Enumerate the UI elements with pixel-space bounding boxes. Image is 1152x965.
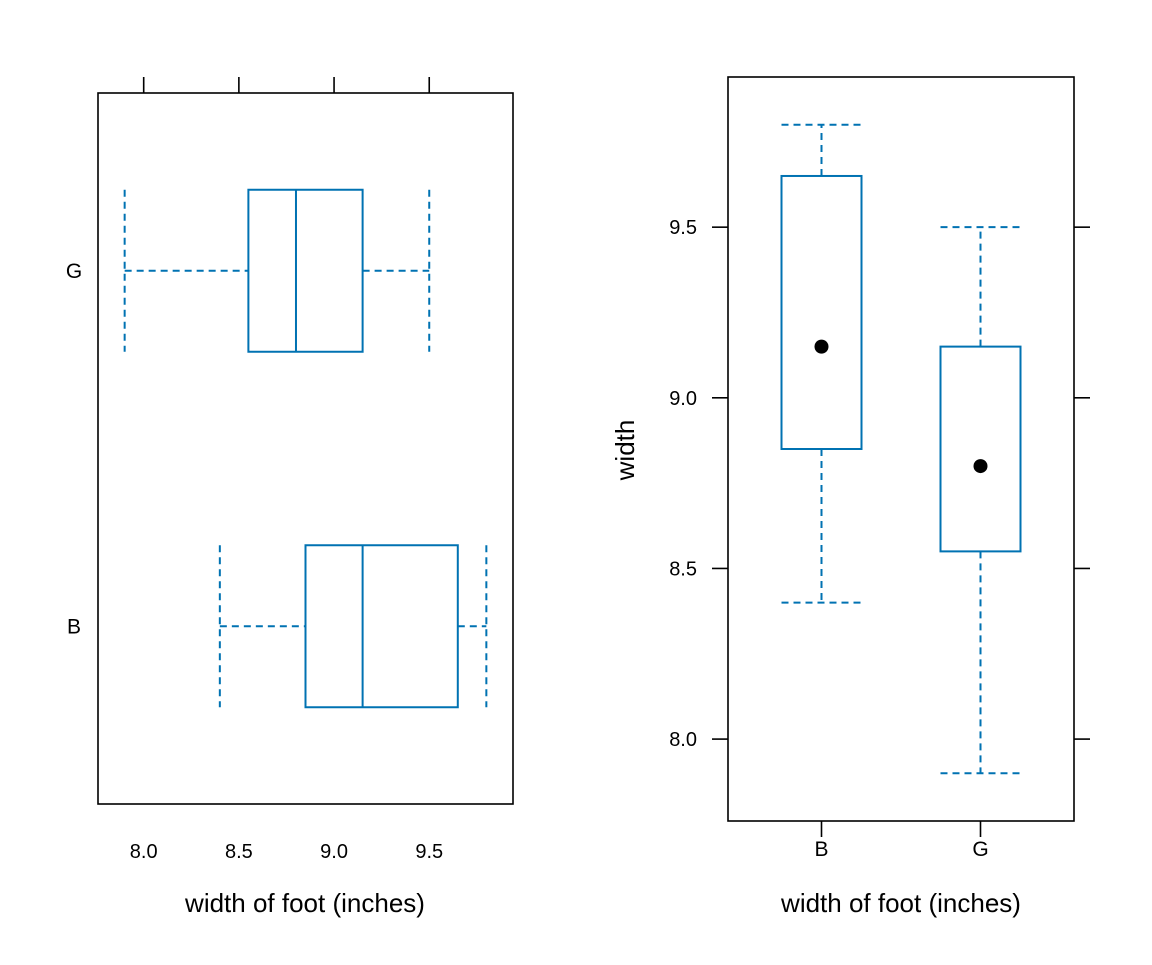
left-boxes: [125, 190, 487, 708]
right-plot-frame: [728, 77, 1074, 821]
right-category-label-G: G: [972, 838, 988, 861]
right-median-point-B: [815, 340, 829, 354]
left-category-label-G: G: [66, 260, 82, 283]
figure: 8.0 8.5 9.0 9.5 BG width of foot (inches) 8…: [0, 0, 1152, 960]
right-box-G: [941, 227, 1021, 773]
right-y-axis-ticks: 8.0 8.5 9.0 9.5: [669, 217, 1090, 751]
left-x-axis-title: width of foot (inches): [184, 888, 425, 918]
right-y-tick-label-3: 9.5: [669, 217, 697, 239]
right-y-tick-label-2: 9.0: [669, 388, 697, 410]
left-category-labels: BG: [66, 260, 82, 639]
left-x-axis-ticks: 8.0 8.5 9.0 9.5: [130, 77, 443, 863]
left-x-tick-label-2: 9.0: [320, 841, 348, 863]
right-box-rect-G: [941, 347, 1021, 552]
right-y-axis-title: width: [610, 420, 640, 482]
right-y-tick-label-1: 8.5: [669, 558, 697, 580]
left-box-B: [220, 545, 487, 707]
right-category-label-B: B: [814, 838, 828, 861]
right-median-point-G: [974, 459, 988, 473]
left-box-rect-G: [248, 190, 362, 352]
figure-canvas: 8.0 8.5 9.0 9.5 BG width of foot (inches) 8…: [0, 0, 1152, 960]
left-panel: 8.0 8.5 9.0 9.5 BG width of foot (inches): [66, 77, 513, 918]
right-y-tick-label-0: 8.0: [669, 729, 697, 751]
left-x-tick-label-0: 8.0: [130, 841, 158, 863]
left-x-tick-label-3: 9.5: [415, 841, 443, 863]
right-boxes: [782, 125, 1021, 773]
left-x-tick-label-1: 8.5: [225, 841, 253, 863]
left-category-label-B: B: [67, 615, 81, 638]
right-box-rect-B: [782, 176, 862, 449]
left-box-G: [125, 190, 430, 352]
right-x-axis-title: width of foot (inches): [780, 888, 1021, 918]
right-box-B: [782, 125, 862, 603]
left-box-rect-B: [306, 545, 458, 707]
